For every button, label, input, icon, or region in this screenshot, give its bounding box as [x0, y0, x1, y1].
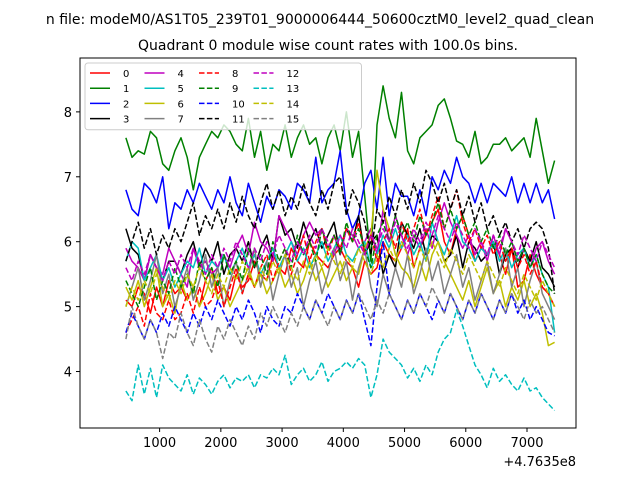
y-tick-label: 7 — [64, 171, 72, 186]
series-line-8 — [125, 189, 556, 333]
series-line-14 — [125, 240, 556, 307]
legend-label-14: 14 — [287, 99, 300, 110]
legend-label-2: 2 — [123, 99, 129, 110]
x-tick-label: 4000 — [327, 436, 360, 451]
legend-label-8: 8 — [232, 69, 238, 80]
series-line-4 — [125, 202, 556, 288]
x-offset-label: +4.7635e8 — [503, 455, 576, 470]
legend-label-11: 11 — [232, 115, 245, 126]
y-tick-label: 5 — [64, 301, 72, 316]
legend-label-9: 9 — [232, 84, 238, 95]
y-tick-label: 6 — [64, 236, 72, 251]
series-line-13 — [125, 309, 556, 412]
x-tick-label: 2000 — [204, 436, 237, 451]
x-tick-label: 3000 — [266, 436, 299, 451]
legend-label-3: 3 — [123, 115, 129, 126]
legend-box — [84, 62, 362, 131]
legend-label-10: 10 — [232, 99, 245, 110]
y-tick-label: 8 — [64, 106, 72, 121]
series-layer — [125, 85, 556, 412]
x-tick-label: 6000 — [449, 436, 482, 451]
chart-title: Quadrant 0 module wise count rates with … — [138, 38, 518, 54]
x-tick-label: 1000 — [143, 436, 176, 451]
series-line-9 — [125, 202, 556, 308]
legend-label-13: 13 — [287, 84, 300, 95]
legend-label-4: 4 — [178, 69, 184, 80]
legend-label-12: 12 — [287, 69, 300, 80]
series-line-6 — [125, 169, 555, 347]
series-line-15 — [125, 286, 556, 360]
figure-suptitle: n file: modeM0/AS1T05_239T01_9000006444_… — [46, 12, 594, 28]
legend-label-7: 7 — [178, 115, 184, 126]
axes: 1000 2000 3000 4000 5000 6000 7000 4 5 6 7 8 — [64, 57, 577, 451]
legend-label-1: 1 — [123, 84, 129, 95]
series-line-2 — [125, 150, 556, 230]
legend-label-5: 5 — [178, 84, 184, 95]
legend-label-15: 15 — [287, 115, 300, 126]
y-tick-label: 4 — [64, 366, 72, 381]
plot-frame — [79, 57, 577, 429]
series-line-11 — [125, 169, 556, 294]
legend-label-0: 0 — [123, 69, 129, 80]
legend-label-6: 6 — [178, 99, 184, 110]
x-tick-label: 7000 — [510, 436, 543, 451]
series-line-12 — [125, 214, 556, 282]
x-tick-label: 5000 — [388, 436, 421, 451]
